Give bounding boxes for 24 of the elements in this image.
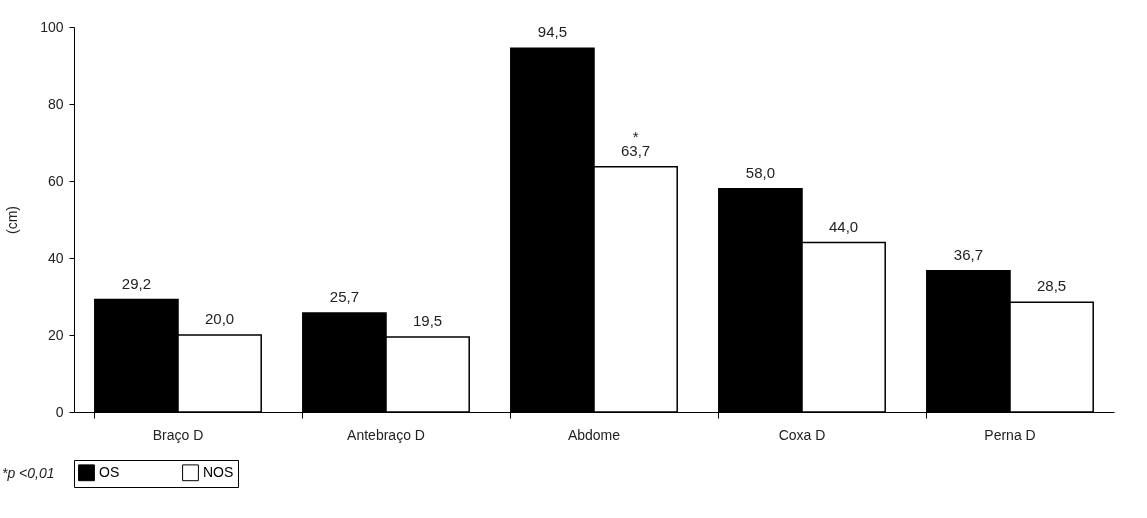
data-label: 28,5 [1037, 277, 1067, 295]
x-tick-label: Braço D [152, 426, 204, 443]
y-tick-label: 0 [55, 403, 64, 420]
data-label: 36,7 [953, 245, 983, 263]
data-label: 29,2 [121, 274, 151, 292]
y-tick-label: 80 [47, 95, 64, 112]
x-tick-label: Perna D [984, 426, 1036, 443]
data-label: 20,0 [205, 310, 235, 327]
text: *p <0,01 [2, 465, 55, 481]
data-label: 58,0 [745, 163, 775, 181]
y-tick-label: 60 [47, 172, 64, 189]
y-tick-label: 100 [40, 18, 64, 35]
x-tick-label: Coxa D [778, 426, 826, 443]
data-label: 19,5 [413, 311, 443, 329]
data-label: 44,0 [829, 217, 859, 235]
data-label: 25,7 [329, 288, 359, 306]
legend-label: OS [99, 463, 120, 480]
x-tick-label: Antebraço D [347, 426, 425, 443]
data-label: 94,5 [537, 23, 567, 41]
legend-label: NOS [203, 463, 234, 480]
y-tick-label: 20 [47, 326, 64, 343]
y-tick-label: 40 [47, 249, 64, 266]
y-axis-title: (cm) [4, 206, 21, 234]
x-tick-label: Abdome [567, 426, 621, 443]
